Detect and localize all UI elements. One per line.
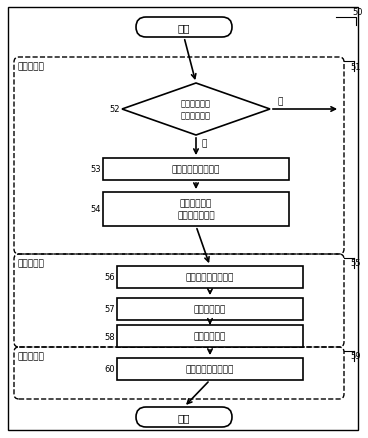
Polygon shape	[122, 84, 270, 136]
Text: 处理档位请求
确定换档命令: 处理档位请求 确定换档命令	[181, 99, 211, 120]
FancyBboxPatch shape	[136, 18, 232, 38]
Text: 54: 54	[91, 205, 101, 214]
Text: 计算目标档位
发送摘挂档命令: 计算目标档位 发送摘挂档命令	[177, 199, 215, 220]
Text: 60: 60	[105, 365, 115, 374]
Text: 发动机请求: 发动机请求	[18, 352, 45, 360]
Bar	[103, 193, 289, 226]
Text: 58: 58	[105, 332, 115, 341]
Bar	[103, 159, 289, 180]
Text: 52: 52	[110, 105, 120, 114]
Text: 是: 是	[202, 139, 208, 148]
Text: 结束: 结束	[178, 412, 190, 422]
Text: 开始: 开始	[178, 23, 190, 33]
Text: 计算发动机驱动状态: 计算发动机驱动状态	[186, 273, 234, 282]
Text: 57: 57	[105, 305, 115, 314]
Text: 计算发动机控制请求: 计算发动机控制请求	[186, 365, 234, 374]
Text: 计算轴上要求的档位: 计算轴上要求的档位	[172, 165, 220, 174]
Text: 否: 否	[278, 97, 283, 106]
Text: 51: 51	[350, 62, 361, 71]
Bar	[117, 266, 303, 288]
Bar	[117, 325, 303, 347]
Bar	[117, 298, 303, 320]
Text: 离合器命令: 离合器命令	[18, 259, 45, 268]
Text: 56: 56	[105, 273, 115, 282]
Text: 计算换档类型: 计算换档类型	[194, 305, 226, 314]
FancyBboxPatch shape	[136, 407, 232, 427]
Text: 摘挂档命令: 摘挂档命令	[18, 62, 45, 71]
Text: 50: 50	[352, 7, 362, 17]
Text: 53: 53	[91, 165, 101, 174]
Text: 55: 55	[350, 259, 361, 268]
Text: 计算换档时序: 计算换档时序	[194, 332, 226, 341]
Text: 59: 59	[350, 352, 361, 360]
Bar	[117, 358, 303, 380]
